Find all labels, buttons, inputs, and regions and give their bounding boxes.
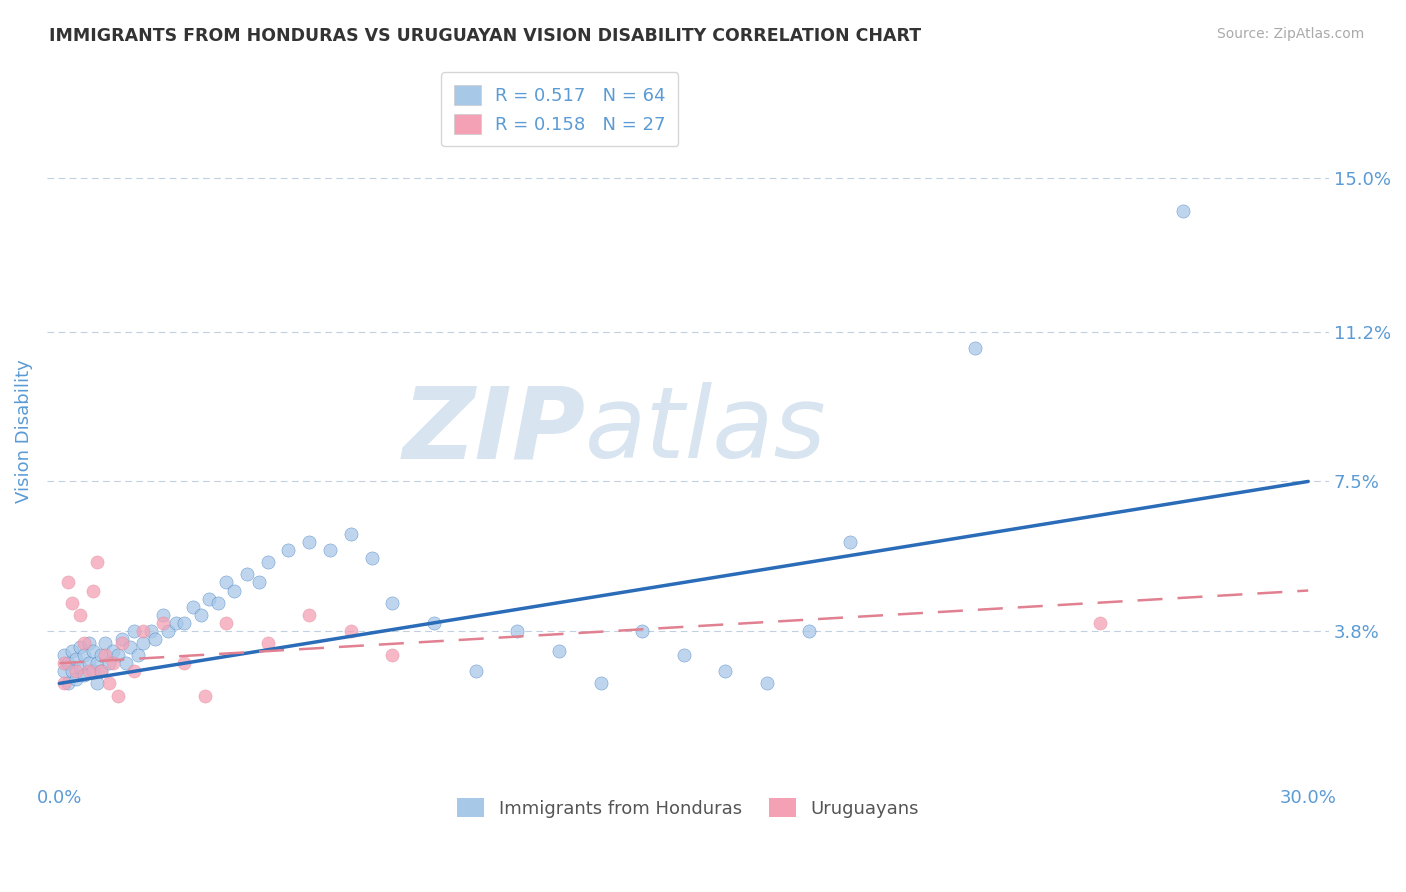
Point bbox=[139, 624, 162, 638]
Point bbox=[124, 624, 146, 638]
Point bbox=[107, 648, 129, 662]
Point bbox=[672, 648, 695, 662]
Point bbox=[111, 636, 134, 650]
Point bbox=[120, 640, 142, 654]
Point bbox=[839, 535, 862, 549]
Point bbox=[198, 591, 221, 606]
Point bbox=[589, 676, 612, 690]
Point bbox=[90, 665, 112, 679]
Point bbox=[56, 575, 79, 590]
Point bbox=[423, 615, 446, 630]
Point bbox=[173, 615, 195, 630]
Point bbox=[215, 615, 238, 630]
Point bbox=[235, 567, 257, 582]
Y-axis label: Vision Disability: Vision Disability bbox=[15, 359, 32, 503]
Point bbox=[111, 632, 134, 646]
Point bbox=[107, 689, 129, 703]
Point bbox=[152, 607, 174, 622]
Point bbox=[52, 665, 75, 679]
Point bbox=[360, 551, 382, 566]
Point bbox=[256, 555, 278, 569]
Point bbox=[631, 624, 654, 638]
Point bbox=[65, 652, 87, 666]
Point bbox=[73, 668, 96, 682]
Point bbox=[69, 607, 91, 622]
Point bbox=[173, 657, 195, 671]
Point bbox=[156, 624, 179, 638]
Point bbox=[86, 555, 108, 569]
Point bbox=[194, 689, 217, 703]
Point bbox=[207, 596, 229, 610]
Point bbox=[1088, 615, 1111, 630]
Point bbox=[756, 676, 779, 690]
Point bbox=[60, 665, 83, 679]
Point bbox=[77, 636, 100, 650]
Point bbox=[256, 636, 278, 650]
Point bbox=[124, 665, 146, 679]
Point bbox=[298, 607, 321, 622]
Point bbox=[381, 648, 404, 662]
Point bbox=[52, 676, 75, 690]
Point bbox=[60, 644, 83, 658]
Point bbox=[77, 657, 100, 671]
Point bbox=[1173, 203, 1195, 218]
Point bbox=[86, 676, 108, 690]
Point bbox=[98, 676, 121, 690]
Point bbox=[90, 665, 112, 679]
Point bbox=[339, 624, 361, 638]
Point bbox=[65, 673, 87, 687]
Point bbox=[56, 657, 79, 671]
Point bbox=[298, 535, 321, 549]
Point bbox=[52, 648, 75, 662]
Point bbox=[339, 527, 361, 541]
Point bbox=[60, 596, 83, 610]
Point bbox=[797, 624, 820, 638]
Point bbox=[65, 665, 87, 679]
Point bbox=[464, 665, 486, 679]
Point bbox=[77, 665, 100, 679]
Point bbox=[143, 632, 166, 646]
Point bbox=[94, 636, 117, 650]
Point bbox=[165, 615, 187, 630]
Point bbox=[152, 615, 174, 630]
Point bbox=[965, 341, 987, 355]
Text: IMMIGRANTS FROM HONDURAS VS URUGUAYAN VISION DISABILITY CORRELATION CHART: IMMIGRANTS FROM HONDURAS VS URUGUAYAN VI… bbox=[49, 27, 921, 45]
Point bbox=[548, 644, 571, 658]
Point bbox=[90, 648, 112, 662]
Point bbox=[69, 660, 91, 674]
Point bbox=[103, 657, 125, 671]
Point bbox=[82, 665, 104, 679]
Point bbox=[82, 583, 104, 598]
Point bbox=[73, 636, 96, 650]
Point bbox=[215, 575, 238, 590]
Point bbox=[131, 624, 153, 638]
Point bbox=[247, 575, 270, 590]
Point bbox=[94, 648, 117, 662]
Point bbox=[381, 596, 404, 610]
Point bbox=[103, 644, 125, 658]
Point bbox=[86, 657, 108, 671]
Point bbox=[714, 665, 737, 679]
Point bbox=[506, 624, 529, 638]
Text: ZIP: ZIP bbox=[402, 383, 585, 479]
Point bbox=[181, 599, 204, 614]
Point bbox=[319, 543, 342, 558]
Text: Source: ZipAtlas.com: Source: ZipAtlas.com bbox=[1216, 27, 1364, 41]
Point bbox=[277, 543, 299, 558]
Point bbox=[131, 636, 153, 650]
Text: atlas: atlas bbox=[585, 383, 827, 479]
Point bbox=[82, 644, 104, 658]
Point bbox=[115, 657, 138, 671]
Point bbox=[127, 648, 149, 662]
Point bbox=[224, 583, 246, 598]
Point bbox=[56, 676, 79, 690]
Point bbox=[73, 648, 96, 662]
Legend: Immigrants from Honduras, Uruguayans: Immigrants from Honduras, Uruguayans bbox=[450, 790, 927, 825]
Point bbox=[190, 607, 212, 622]
Point bbox=[69, 640, 91, 654]
Point bbox=[98, 657, 121, 671]
Point bbox=[52, 657, 75, 671]
